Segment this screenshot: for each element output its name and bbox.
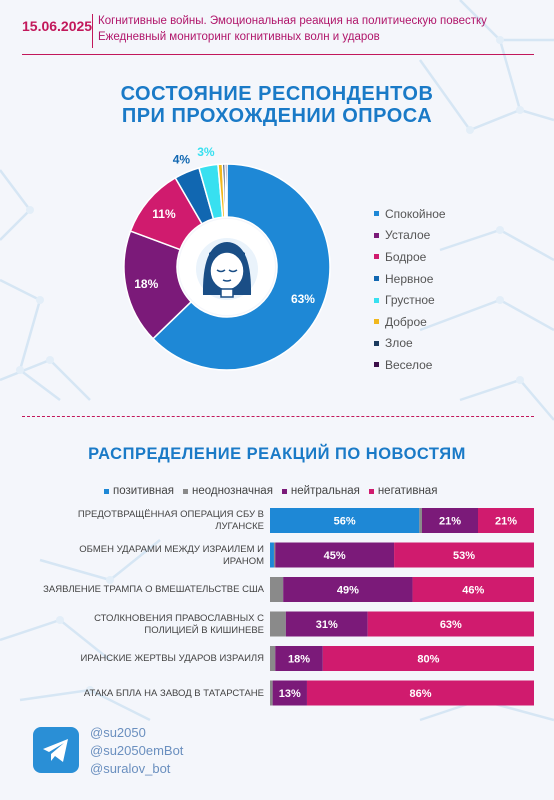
legend-label: Бодрое [385,249,427,264]
bar-row-label: ЗАЯВЛЕНИЕ ТРАМПА О ВМЕШАТЕЛЬСТВЕ США [18,584,264,596]
header: 15.06.2025 Когнитивные войны. Эмоциональ… [0,0,554,56]
legend-swatch [368,488,374,494]
legend-label: нейтральная [290,485,360,497]
row-label-line: ПРЕДОТВРАЩЁННАЯ ОПЕРАЦИЯ СБУ В [77,509,264,520]
respondent-face-icon [179,219,275,315]
header-title: Когнитивные войны. Эмоциональная реакция… [98,15,487,27]
header-subtitle: Ежедневный мониторинг когнитивных волн и… [98,31,380,43]
row-label-line: ПОЛИЦИЕЙ В КИШИНЕВЕ [144,624,264,636]
pie-legend-item: Нервное [374,268,446,290]
pie-slice-7 [224,163,228,218]
header-rule [22,54,534,55]
pie-legend-item: Грустное [374,289,446,311]
handle-link[interactable]: @suralov_bot [90,761,171,776]
pie-slice-0 [151,163,331,371]
legend-label: Нервное [385,271,434,286]
bar-legend-item: нейтральная [281,485,360,497]
bar-legend: позитивная неоднозначная нейтральная негати… [104,485,446,497]
pie-title-line2: ПРИ ПРОХОЖДЕНИИ ОПРОСА [121,105,433,127]
pie-data-label: 4% [173,152,191,166]
legend-swatch [374,276,379,282]
legend-label: позитивная [113,485,174,497]
legend-label: неоднозначная [191,485,273,497]
handle-link[interactable]: @su2050 [90,725,146,740]
legend-label: Доброе [385,314,427,329]
handle-link[interactable]: @su2050emBot [90,743,184,758]
pie-legend-item: Усталое [374,225,446,247]
row-label-line: СТОЛКНОВЕНИЯ ПРАВОСЛАВНЫХ С [94,612,264,624]
legend-swatch [374,254,379,260]
bar-row-label: ОБМЕН УДАРАМИ МЕЖДУ ИЗРАИЛЕМ И ИРАНОМ [18,544,264,568]
legend-label: Веселое [385,357,433,372]
pie-legend-item: Злое [374,333,446,355]
legend-swatch [104,488,109,494]
legend-swatch [374,211,379,217]
legend-label: Усталое [385,228,431,243]
telegram-icon [33,727,79,773]
legend-swatch [374,232,379,238]
bar-chart-title: РАСПРЕДЕЛЕНИЕ РЕАКЦИЙ ПО НОВОСТЯМ [88,445,466,463]
pie-data-label: 11% [152,207,176,221]
bar-legend-item: неоднозначная [182,485,273,497]
pie-data-label: 63% [291,292,315,306]
row-label-line: ИРАНСКИЕ ЖЕРТВЫ УДАРОВ ИЗРАИЛЯ [80,653,264,664]
legend-swatch [374,340,379,346]
bar-row-label: ПРЕДОТВРАЩЁННАЯ ОПЕРАЦИЯ СБУ В ЛУГАНСКЕ [18,509,264,533]
bar-row-label: ИРАНСКИЕ ЖЕРТВЫ УДАРОВ ИЗРАИЛЯ [18,653,264,665]
bar-row-label: АТАКА БПЛА НА ЗАВОД В ТАТАРСТАНЕ [18,688,264,700]
pie-legend-item: Доброе [374,311,446,333]
pie-data-label: 18% [134,277,158,291]
legend-label: Спокойное [385,206,446,221]
footer-handles: @su2050 @su2050emBot @suralov_bot [90,724,183,778]
row-label-line: ОБМЕН УДАРАМИ МЕЖДУ ИЗРАИЛЕМ И [79,543,264,555]
pie-legend-item: Веселое [374,354,446,376]
legend-swatch [281,488,287,494]
section-divider [22,416,534,417]
legend-swatch [374,297,379,303]
legend-label: Грустное [385,293,435,308]
legend-label: Злое [385,336,413,351]
pie-legend-item: Бодрое [374,246,446,268]
row-label-line: АТАКА БПЛА НА ЗАВОД В ТАТАРСТАНЕ [83,687,264,699]
respondent-state-pie-chart: 63% 18% 11% 4% 3% [123,145,331,371]
row-label-line: ИРАНОМ [222,555,264,567]
row-label-line: ЛУГАНСКЕ [215,521,264,532]
legend-swatch [182,488,188,494]
legend-label: негативная [377,485,438,497]
row-label-line: ЗАЯВЛЕНИЕ ТРАМПА О ВМЕШАТЕЛЬСТВЕ США [43,584,264,595]
bar-row-label: СТОЛКНОВЕНИЯ ПРАВОСЛАВНЫХ С ПОЛИЦИЕЙ В КИ… [18,613,264,637]
pie-data-label: 3% [197,145,215,159]
legend-swatch [374,319,379,325]
pie-legend-item: Спокойное [374,203,446,225]
pie-title-line1: СОСТОЯНИЕ РЕСПОНДЕНТОВ [120,83,434,105]
pie-legend: Спокойное Усталое Бодрое Нервное Грустное Доб… [374,203,446,376]
report-date: 15.06.2025 [22,18,93,34]
header-divider [92,14,93,48]
bar-legend-item: позитивная [104,485,174,497]
bar-legend-item: негативная [368,485,438,497]
legend-swatch [374,362,379,368]
